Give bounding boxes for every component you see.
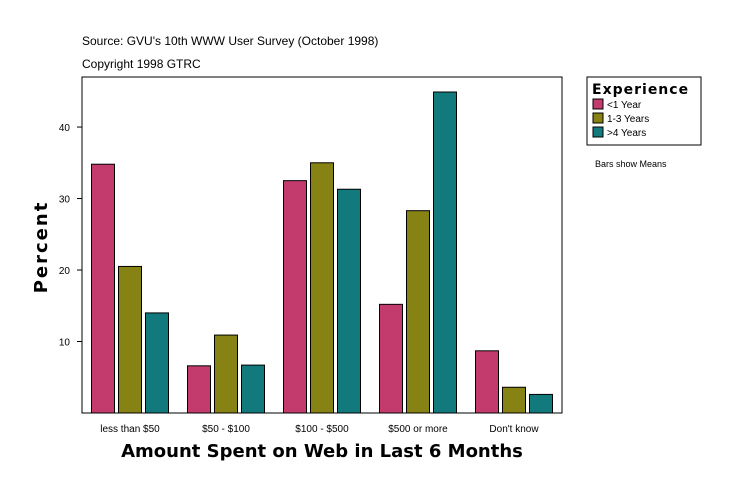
x-tick-label: $500 or more: [388, 424, 448, 435]
y-tick-label: 20: [59, 266, 71, 277]
bar-series: [91, 91, 553, 414]
legend-box: [586, 76, 702, 146]
bars-show-means-note: Bars show Means: [595, 159, 667, 169]
x-axis-tick-labels: less than $50 $50 - $100 $100 - $500 $500 o…: [100, 424, 539, 435]
bar-series-2-4: [502, 386, 526, 414]
y-tick-label: 30: [59, 195, 71, 206]
bar-series-3-2: [337, 188, 361, 414]
bar-series-1-4: [475, 350, 499, 414]
legend-swatch-2: [592, 112, 604, 124]
bar-series-3-3: [433, 91, 457, 414]
x-axis-label: Amount Spent on Web in Last 6 Months: [121, 441, 523, 462]
bar-series-3-4: [529, 393, 553, 414]
legend-swatch-3: [592, 126, 604, 138]
bar-series-2-2: [310, 162, 334, 414]
bar-series-1-1: [187, 365, 211, 414]
bar-series-1-3: [379, 303, 403, 414]
legend-items: <1 Year 1-3 Years >4 Years: [592, 98, 649, 139]
legend-label-1: <1 Year: [607, 100, 642, 111]
source-note: Source: GVU's 10th WWW User Survey (Octo…: [82, 34, 378, 48]
copyright-note: Copyright 1998 GTRC: [82, 57, 201, 71]
x-tick-label: $50 - $100: [202, 424, 250, 435]
bar-series-3-0: [145, 312, 169, 414]
y-axis-ticks: 10 20 30 40: [59, 123, 82, 349]
y-tick-label: 40: [59, 123, 71, 134]
x-tick-label: less than $50: [100, 424, 160, 435]
legend-swatch-1: [592, 98, 604, 110]
legend-title: Experience: [592, 82, 689, 98]
y-tick-label: 10: [59, 338, 71, 349]
legend: Experience <1 Year 1-3 Years >4 Years: [586, 76, 702, 146]
x-tick-label: $100 - $500: [295, 424, 349, 435]
x-tick-label: Don't know: [489, 424, 539, 435]
bar-series-2-0: [118, 265, 142, 414]
bar-series-1-0: [91, 163, 115, 414]
legend-label-2: 1-3 Years: [607, 114, 649, 125]
y-axis-label: Percent: [31, 201, 52, 294]
bar-series-2-3: [406, 210, 430, 414]
bar-series-2-1: [214, 334, 238, 414]
bar-series-1-2: [283, 180, 307, 414]
legend-label-3: >4 Years: [607, 128, 646, 139]
bar-series-3-1: [241, 364, 265, 414]
